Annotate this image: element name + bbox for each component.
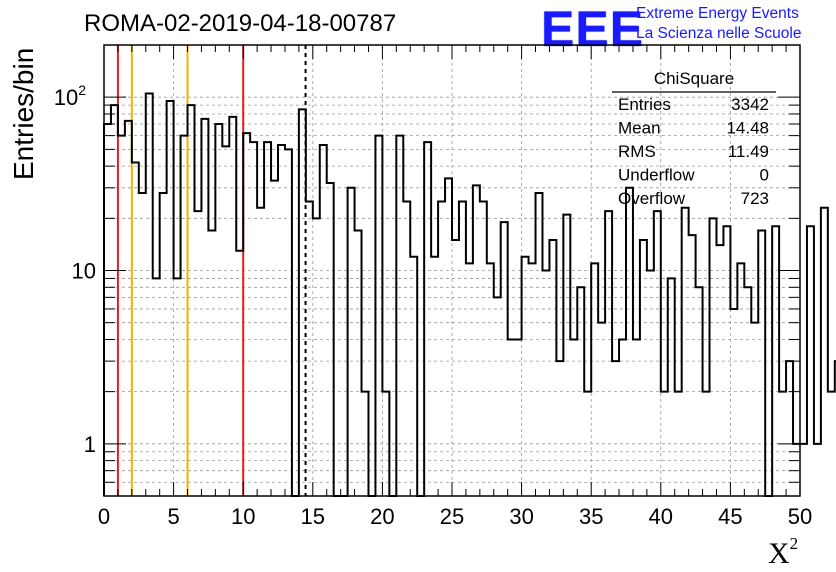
stats-label: Entries	[618, 95, 671, 114]
x-tick-label: 20	[370, 504, 394, 529]
y-tick-label-sup: 2	[78, 82, 86, 98]
logo-caption-line1: Extreme Energy Events	[636, 5, 799, 22]
stats-label: Mean	[618, 119, 661, 138]
x-tick-label: 45	[718, 504, 742, 529]
x-tick-label: 10	[231, 504, 255, 529]
x-tick-label: 35	[579, 504, 603, 529]
x-axis-ticks: 0 5 10 15 20 25 30 35 40 45 50	[98, 45, 812, 529]
stats-label: Overflow	[618, 189, 686, 208]
y-tick-label-text: 10	[72, 259, 96, 284]
y-tick-label: 102	[54, 82, 86, 110]
y-tick-label-text: 10	[54, 85, 78, 110]
chart-title: ROMA-02-2019-04-18-00787	[84, 10, 397, 37]
stats-title: ChiSquare	[654, 69, 734, 88]
y-tick-label: 10	[72, 259, 96, 284]
stats-value: 723	[741, 189, 769, 208]
x-tick-label: 40	[649, 504, 673, 529]
x-tick-label: 15	[301, 504, 325, 529]
x-tick-label: 5	[167, 504, 179, 529]
x-tick-label: 0	[98, 504, 110, 529]
x-tick-label: 50	[788, 504, 812, 529]
histogram-outline	[103, 92, 836, 497]
x-axis-label-text: X	[768, 537, 790, 570]
stats-value: 14.48	[726, 119, 769, 138]
stats-label: Underflow	[618, 166, 695, 185]
y-tick-label: 1	[84, 432, 96, 457]
x-tick-label: 25	[440, 504, 464, 529]
stats-value: 0	[760, 166, 769, 185]
logo-caption-line2: La Scienza nelle Scuole	[636, 25, 802, 42]
y-tick-label-text: 1	[84, 432, 96, 457]
stats-box: ChiSquare Entries 3342 Mean 14.48 RMS 11.49 Un…	[612, 69, 776, 208]
stats-value: 3342	[731, 95, 769, 114]
stats-label: RMS	[618, 142, 656, 161]
eee-logo: EEE	[541, 1, 645, 57]
x-axis-label-sup: 2	[789, 534, 799, 553]
stats-value: 11.49	[728, 142, 769, 161]
x-axis-label: X2	[768, 534, 798, 571]
x-tick-label: 30	[509, 504, 533, 529]
